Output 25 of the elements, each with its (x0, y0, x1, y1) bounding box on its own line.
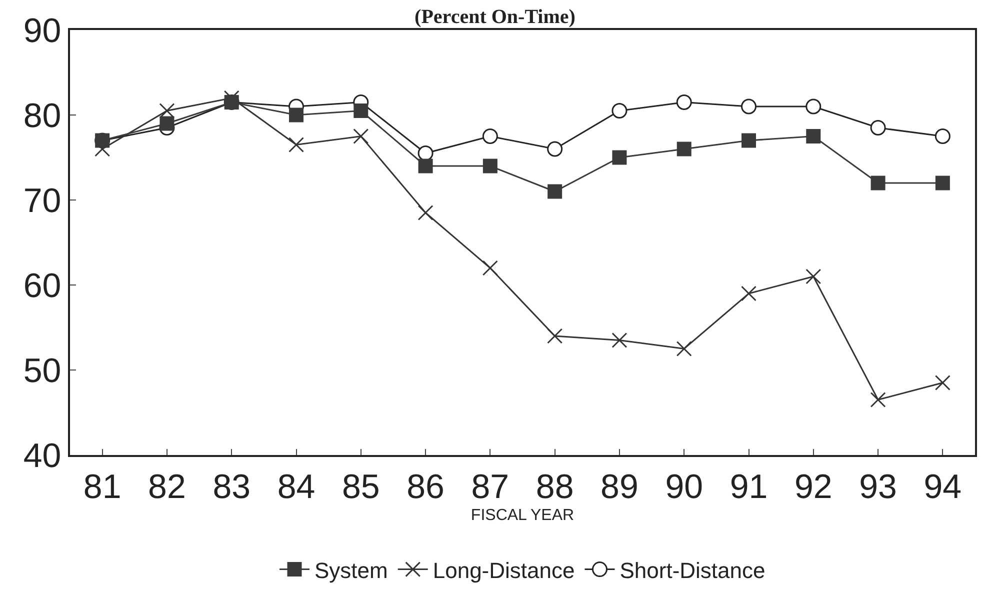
x-tick-label: 84 (277, 468, 316, 506)
x-tick-label: 87 (471, 468, 510, 506)
x-tick-label: 88 (536, 468, 574, 506)
legend-label: Short-Distance (620, 558, 766, 583)
y-tick-label: 70 (23, 182, 62, 220)
y-tick-label: 50 (23, 352, 62, 390)
x-tick-label: 89 (600, 468, 638, 506)
x-tick-label: 90 (665, 468, 704, 506)
x-axis-title: FISCAL YEAR (470, 507, 574, 524)
x-tick-label: 81 (83, 468, 122, 506)
x-tick-label: 93 (859, 468, 897, 506)
x-tick-label: 92 (794, 468, 832, 506)
y-tick-label: 90 (23, 12, 62, 50)
chart-title: (Percent On-Time) (414, 6, 576, 28)
legend-label: Long-Distance (432, 558, 575, 583)
x-tick-label: 85 (342, 468, 380, 506)
x-tick-label: 91 (730, 468, 768, 506)
legend-label: System (314, 558, 388, 583)
y-tick-label: 80 (23, 96, 62, 135)
y-tick-label: 40 (23, 436, 62, 475)
y-tick-label: 60 (23, 266, 62, 305)
x-tick-label: 83 (212, 468, 251, 506)
x-tick-label: 86 (406, 468, 444, 506)
x-tick-label: 82 (148, 468, 186, 506)
x-tick-label: 94 (924, 468, 962, 506)
